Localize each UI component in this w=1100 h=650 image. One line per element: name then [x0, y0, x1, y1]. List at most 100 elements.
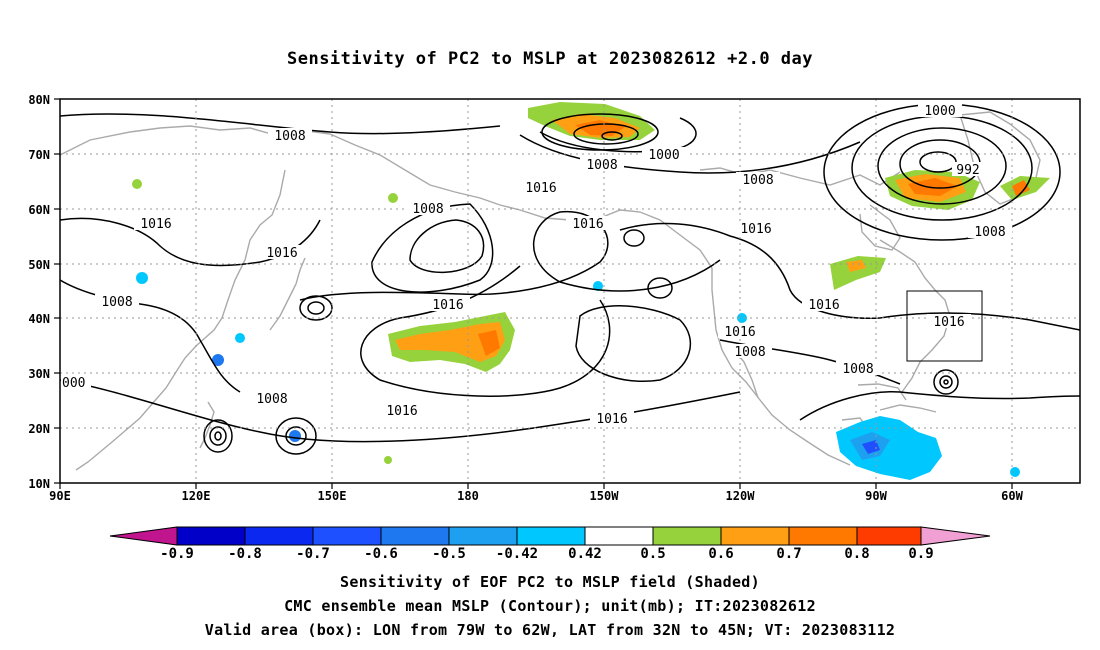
- lon-label: 120W: [726, 489, 756, 503]
- colorbar-under-triangle: [109, 526, 178, 546]
- map-figure: 1008 1000 1008 1000 992 1008 1016 1016 1…: [28, 93, 1081, 562]
- lat-label: 60N: [28, 203, 50, 217]
- colorbar-label: -0.5: [432, 546, 466, 562]
- contour-low-pacific-w-inner: [307, 301, 325, 315]
- shade-positive-great-lakes-core: [846, 260, 866, 272]
- lat-label: 30N: [28, 367, 50, 381]
- colorbar-label: -0.7: [296, 546, 330, 562]
- contour-label: 1008: [256, 392, 287, 407]
- colorbar-segment: [788, 526, 858, 546]
- colorbar-label: 0.5: [640, 546, 665, 562]
- shade-negative-asia-c: [235, 333, 245, 343]
- contour-1016-subtropical: [60, 379, 741, 443]
- contour-1008-arctic: [519, 134, 861, 174]
- colorbar-label: 0.42: [568, 546, 602, 562]
- contour-label: 1016: [933, 315, 964, 330]
- lon-label: 150E: [318, 489, 347, 503]
- lat-label: 40N: [28, 312, 50, 326]
- shade-negative-gulf: [836, 416, 942, 480]
- contour-label: 1016: [432, 298, 463, 313]
- colorbar-segment: [720, 526, 790, 546]
- lat-label: 80N: [28, 93, 50, 107]
- valid-area-box: [906, 290, 983, 362]
- contour-1016-central: [299, 211, 721, 301]
- contour-label: 1016: [808, 298, 839, 313]
- shade-positive-asia: [132, 179, 142, 189]
- contour-atlantic-hurricane-in: [939, 375, 953, 389]
- caption-contour: CMC ensemble mean MSLP (Contour); unit(m…: [284, 597, 816, 615]
- lat-label: 50N: [28, 258, 50, 272]
- longitude-labels: 90E 120E 150E 180 150W 120W 90W 60W: [49, 489, 1023, 503]
- shade-negative-pacific-w: [289, 430, 301, 442]
- contour-label: 1016: [740, 222, 771, 237]
- shade-positive-greenland-east-core: [1012, 180, 1030, 196]
- contour-label: 1008: [974, 225, 1005, 240]
- shade-negative-pacific-e: [593, 281, 603, 291]
- contour-label: 1016: [596, 412, 627, 427]
- colorbar-segment: [516, 526, 586, 546]
- shade-positive-bering: [388, 193, 398, 203]
- contour-label: 992: [956, 163, 979, 178]
- shade-positive-pacific-s: [384, 456, 392, 464]
- contour-label: 1008: [274, 129, 305, 144]
- contour-label: 1016: [572, 217, 603, 232]
- contour-label: 1008: [742, 173, 773, 188]
- contour-labrador-low-5: [919, 151, 957, 173]
- coastline-gulf-of-mexico: [857, 383, 907, 401]
- contour-label: 1016: [140, 217, 171, 232]
- figure-title: Sensitivity of PC2 to MSLP at 2023082612…: [286, 49, 813, 69]
- coastlines: [60, 111, 1041, 471]
- lat-label: 20N: [28, 422, 50, 436]
- contour-low-pacific-w: [299, 295, 333, 321]
- shade-positive-pacific-max: [478, 330, 500, 356]
- colorbar: [109, 526, 991, 546]
- colorbar-label: -0.9: [160, 546, 194, 562]
- coastline-cuba: [879, 404, 937, 413]
- colorbar-label: -0.42: [496, 546, 538, 562]
- axis-ticks: [54, 98, 1013, 489]
- lon-label: 90W: [865, 489, 887, 503]
- lat-label: 10N: [28, 477, 50, 491]
- contour-label: 1008: [586, 158, 617, 173]
- colorbar-segment: [856, 526, 922, 546]
- mslp-contours: [60, 103, 1080, 455]
- contour-label: 1000: [648, 148, 679, 163]
- contour-labrador-low-3: [877, 127, 1007, 205]
- plot-frame: [59, 98, 1081, 484]
- contour-label: 1000: [924, 104, 955, 119]
- lon-label: 150W: [590, 489, 620, 503]
- shade-positive-pacific-core: [395, 322, 505, 362]
- colorbar-segment: [652, 526, 722, 546]
- contour-arctic-low-3: [601, 131, 623, 141]
- colorbar-over-triangle: [920, 526, 991, 546]
- graticule: [60, 99, 1080, 483]
- coastline-north-america-west: [711, 268, 851, 466]
- coastline-arctic-islands: [699, 167, 901, 186]
- contour-label: 1008: [101, 295, 132, 310]
- contour-1016-east: [619, 222, 881, 319]
- contour-1008-atlantic: [879, 312, 1080, 331]
- coastline-hudson-bay: [859, 204, 901, 251]
- contour-atlantic-hurricane-core: [943, 379, 949, 385]
- caption-valid-area: Valid area (box): LON from 79W to 62W, L…: [204, 621, 896, 639]
- shade-negative-gulf-max: [862, 440, 880, 454]
- colorbar-label: 0.8: [844, 546, 869, 562]
- contour-label: 1016: [386, 404, 417, 419]
- colorbar-segment: [584, 526, 654, 546]
- lat-label: 70N: [28, 148, 50, 162]
- colorbar-label: 0.6: [708, 546, 733, 562]
- contour-label-layer: 1008 1000 1008 1000 992 1008 1016 1016 1…: [61, 103, 1012, 427]
- contour-typhoon-1-in: [209, 426, 227, 446]
- shade-negative-caribbean: [1010, 467, 1020, 477]
- lon-label: 90E: [49, 489, 71, 503]
- lon-label: 180: [457, 489, 479, 503]
- coastline-philippines: [199, 401, 215, 449]
- colorbar-segment: [176, 526, 246, 546]
- caption-shading: Sensitivity of EOF PC2 to MSLP field (Sh…: [340, 573, 760, 591]
- contour-low-ne-pacific: [647, 277, 673, 299]
- contour-label: 000: [62, 376, 85, 391]
- contour-1008-bering-inner: [409, 219, 485, 273]
- contour-typhoon-1: [203, 419, 233, 453]
- shade-negative-asia-b: [212, 354, 224, 366]
- contour-label: 1016: [724, 325, 755, 340]
